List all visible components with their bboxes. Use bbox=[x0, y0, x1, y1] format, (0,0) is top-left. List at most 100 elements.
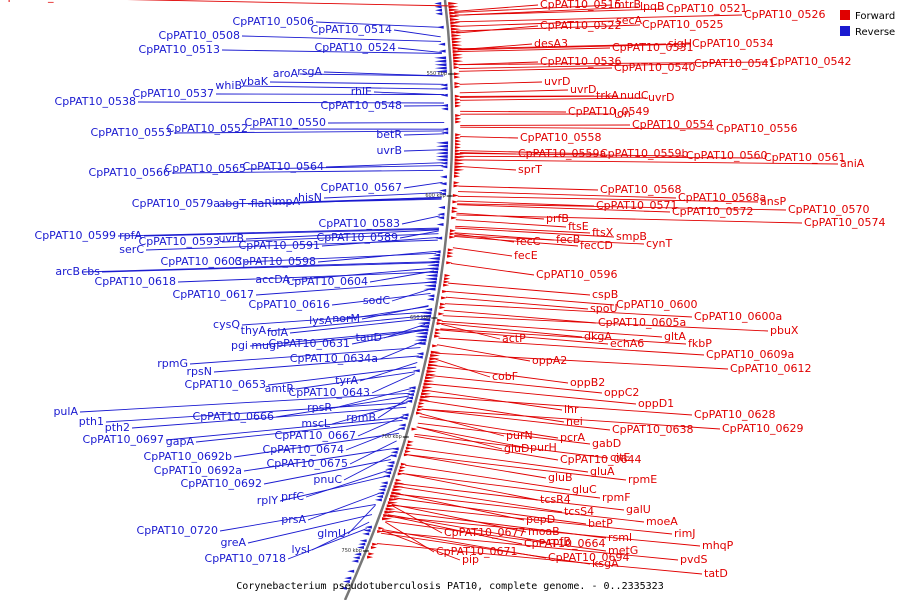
forward-gene-feature[interactable] bbox=[419, 402, 425, 405]
forward-gene-feature[interactable] bbox=[450, 229, 456, 232]
forward-gene-label[interactable]: pip bbox=[462, 553, 479, 566]
reverse-gene-feature[interactable] bbox=[436, 145, 448, 148]
forward-gene-label[interactable]: secA bbox=[616, 14, 643, 27]
forward-gene-feature[interactable] bbox=[454, 181, 460, 184]
forward-gene-feature[interactable] bbox=[424, 380, 434, 383]
reverse-gene-label[interactable]: rpsR bbox=[307, 401, 332, 414]
forward-gene-label[interactable]: actP bbox=[502, 332, 526, 345]
forward-gene-feature[interactable] bbox=[447, 252, 453, 255]
reverse-gene-label[interactable]: pgi bbox=[231, 339, 248, 352]
forward-gene-feature[interactable] bbox=[455, 140, 461, 143]
forward-gene-feature[interactable] bbox=[398, 472, 404, 475]
forward-gene-label[interactable]: nudC bbox=[620, 89, 649, 102]
reverse-gene-feature[interactable] bbox=[436, 155, 448, 158]
reverse-gene-feature[interactable] bbox=[353, 556, 360, 559]
reverse-gene-label[interactable]: rpsN bbox=[187, 365, 212, 378]
reverse-gene-feature[interactable] bbox=[438, 43, 445, 46]
reverse-gene-label[interactable]: CpPAT10_0513 bbox=[139, 43, 220, 56]
forward-gene-label[interactable]: smpB bbox=[616, 230, 647, 243]
forward-gene-feature[interactable] bbox=[443, 284, 449, 287]
forward-gene-label[interactable]: spoU bbox=[590, 302, 618, 315]
reverse-gene-label[interactable]: betR bbox=[376, 128, 402, 141]
reverse-gene-label[interactable]: thyA bbox=[241, 324, 267, 337]
reverse-gene-feature[interactable] bbox=[425, 281, 437, 284]
forward-gene-label[interactable]: CpPAT10_0536 bbox=[540, 55, 621, 68]
forward-gene-label[interactable]: oppC2 bbox=[604, 386, 639, 399]
reverse-gene-feature[interactable] bbox=[414, 339, 426, 342]
forward-gene-feature[interactable] bbox=[447, 255, 453, 258]
reverse-gene-feature[interactable] bbox=[427, 298, 434, 301]
forward-gene-label[interactable]: gabD bbox=[592, 437, 621, 450]
reverse-gene-feature[interactable] bbox=[435, 9, 442, 12]
forward-gene-label[interactable]: gluA bbox=[590, 465, 615, 478]
forward-gene-label[interactable]: fecCD bbox=[580, 239, 613, 252]
forward-gene-label[interactable]: cspB bbox=[592, 288, 618, 301]
forward-gene-label[interactable]: CpPAT10_0558 bbox=[520, 131, 601, 144]
forward-gene-label[interactable]: rimJ bbox=[674, 527, 696, 540]
reverse-gene-label[interactable]: CpPAT10_0583 bbox=[319, 217, 400, 230]
reverse-gene-feature[interactable] bbox=[386, 464, 393, 467]
reverse-gene-label[interactable]: CpPAT10_0618 bbox=[95, 275, 176, 288]
forward-gene-feature[interactable] bbox=[423, 386, 433, 389]
forward-gene-feature[interactable] bbox=[434, 335, 440, 338]
reverse-gene-label[interactable]: CpPAT10_0524 bbox=[315, 41, 396, 54]
reverse-gene-feature[interactable] bbox=[425, 308, 432, 311]
reverse-gene-feature[interactable] bbox=[351, 560, 358, 563]
reverse-gene-label[interactable]: prfC bbox=[281, 490, 304, 503]
reverse-gene-label[interactable]: CpPAT10_0537 bbox=[133, 87, 214, 100]
reverse-gene-label[interactable]: CpPAT10_0538 bbox=[55, 95, 136, 108]
reverse-gene-feature[interactable] bbox=[439, 189, 446, 192]
forward-gene-feature[interactable] bbox=[454, 76, 460, 79]
forward-gene-feature[interactable] bbox=[407, 444, 413, 447]
reverse-gene-feature[interactable] bbox=[441, 104, 448, 107]
forward-gene-label[interactable]: CpPAT10_0568a bbox=[678, 191, 766, 204]
forward-gene-feature[interactable] bbox=[396, 479, 402, 482]
forward-gene-label[interactable]: trkA bbox=[596, 89, 619, 102]
forward-gene-feature[interactable] bbox=[455, 159, 465, 162]
reverse-gene-feature[interactable] bbox=[408, 390, 415, 393]
reverse-gene-feature[interactable] bbox=[376, 495, 383, 498]
forward-gene-label[interactable]: CpPAT10_0570 bbox=[788, 203, 869, 216]
reverse-gene-label[interactable]: sodC bbox=[363, 294, 390, 307]
reverse-gene-label[interactable]: pth1 bbox=[79, 415, 104, 428]
reverse-gene-label[interactable]: arcB bbox=[55, 265, 80, 278]
reverse-gene-feature[interactable] bbox=[436, 148, 448, 151]
reverse-gene-feature[interactable] bbox=[435, 67, 447, 70]
forward-gene-feature[interactable] bbox=[392, 488, 402, 491]
forward-gene-label[interactable]: CpPAT10_0572 bbox=[672, 205, 753, 218]
reverse-gene-label[interactable]: CpPAT10_0643 bbox=[289, 386, 370, 399]
reverse-gene-feature[interactable] bbox=[437, 213, 444, 216]
forward-gene-feature[interactable] bbox=[448, 2, 458, 5]
forward-gene-feature[interactable] bbox=[451, 216, 457, 219]
reverse-gene-feature[interactable] bbox=[416, 332, 428, 335]
forward-gene-label[interactable]: oppD1 bbox=[638, 397, 674, 410]
reverse-gene-feature[interactable] bbox=[440, 175, 447, 178]
forward-gene-feature[interactable] bbox=[367, 556, 373, 559]
forward-gene-label[interactable]: CpPAT10_0554 bbox=[632, 118, 713, 131]
forward-gene-feature[interactable] bbox=[452, 37, 462, 40]
forward-gene-label[interactable]: CpPAT10_0596 bbox=[536, 268, 617, 281]
forward-gene-label[interactable]: aniA bbox=[840, 157, 865, 170]
forward-gene-label[interactable]: rpmE bbox=[628, 473, 657, 486]
reverse-gene-label[interactable]: CpPAT10_0603 bbox=[161, 255, 242, 268]
forward-gene-label[interactable]: CpPAT10_0540 bbox=[614, 61, 695, 74]
forward-gene-label[interactable]: sprT bbox=[518, 163, 542, 176]
forward-gene-feature[interactable] bbox=[439, 306, 445, 309]
forward-gene-label[interactable]: gluC bbox=[572, 483, 597, 496]
reverse-gene-label[interactable]: rpmG bbox=[157, 357, 188, 370]
forward-gene-feature[interactable] bbox=[452, 40, 462, 43]
reverse-gene-feature[interactable] bbox=[434, 63, 446, 66]
reverse-gene-label[interactable]: CpPAT10_0589 bbox=[317, 231, 398, 244]
reverse-gene-feature[interactable] bbox=[387, 461, 394, 464]
forward-gene-feature[interactable] bbox=[390, 495, 400, 498]
forward-gene-label[interactable]: CpPAT10_0571 bbox=[596, 199, 677, 212]
forward-gene-label[interactable]: fecB bbox=[556, 233, 580, 246]
reverse-gene-label[interactable]: CpPAT10_0579a bbox=[132, 197, 220, 210]
reverse-gene-label[interactable]: CpPAT10_0692b bbox=[144, 450, 232, 463]
forward-gene-feature[interactable] bbox=[455, 146, 461, 149]
forward-gene-feature[interactable] bbox=[442, 290, 448, 293]
reverse-gene-label[interactable]: CpPAT10_0692a bbox=[154, 464, 242, 477]
reverse-gene-feature[interactable] bbox=[437, 223, 444, 226]
forward-gene-label[interactable]: gltA bbox=[664, 330, 686, 343]
reverse-gene-label[interactable]: greA bbox=[220, 536, 246, 549]
